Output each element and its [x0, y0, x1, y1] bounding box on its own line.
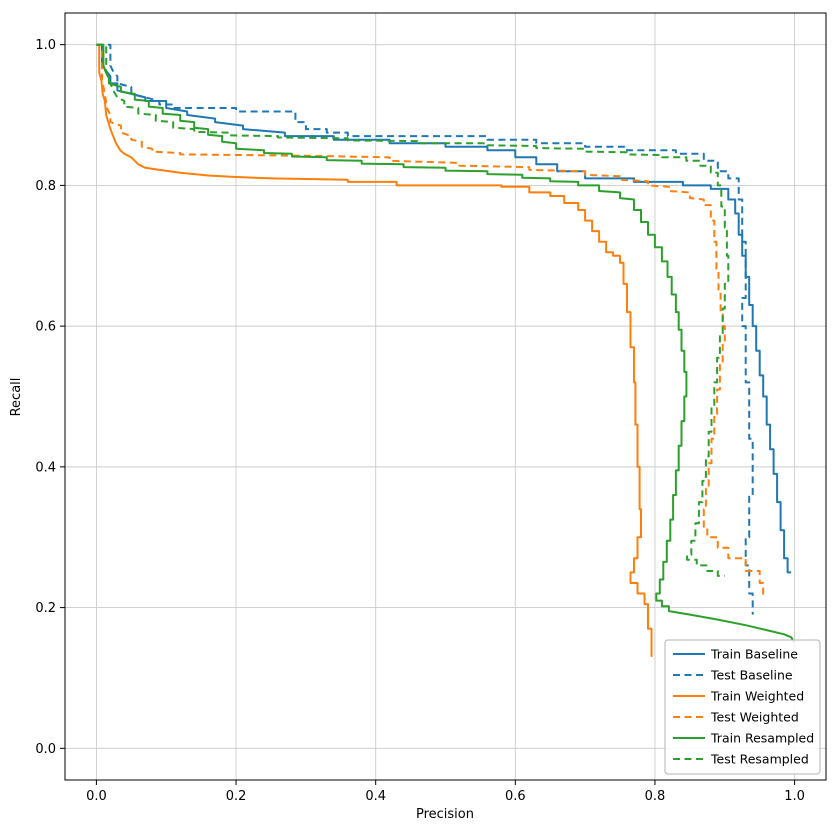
y-tick-label: 1.0: [35, 38, 56, 53]
legend-label: Train Resampled: [710, 731, 814, 746]
legend-item: Test Weighted: [673, 710, 799, 725]
y-tick-label: 0.2: [35, 601, 56, 616]
x-tick-label: 0.6: [505, 789, 526, 804]
series-lines: [96, 43, 796, 657]
legend-item: Train Weighted: [673, 689, 804, 704]
legend-item: Train Baseline: [673, 647, 798, 662]
y-axis-label: Recall: [9, 378, 24, 417]
legend-label: Test Baseline: [710, 668, 793, 683]
x-tick-label: 0.4: [365, 789, 386, 804]
legend-label: Test Resampled: [710, 752, 809, 767]
legend: Train Baseline Test Baseline Train Weighte…: [664, 639, 821, 775]
legend-item: Test Baseline: [673, 668, 793, 683]
y-tick-label: 0.0: [35, 742, 56, 757]
axis-ticks: 0.0 0.2 0.4 0.6 0.8 1.0 0.0 0.2 0.4 0.6 0.8 1.0: [35, 38, 805, 804]
grid: [65, 13, 826, 780]
y-tick-label: 0.8: [35, 179, 56, 194]
y-tick-label: 0.4: [35, 460, 56, 475]
series-line-test-weighted: [96, 43, 765, 597]
legend-item: Train Resampled: [673, 731, 814, 746]
legend-item: Test Resampled: [673, 752, 809, 767]
series-line-test-baseline: [96, 43, 754, 615]
x-tick-label: 0.2: [226, 789, 247, 804]
x-tick-label: 0.8: [645, 789, 666, 804]
plot-border: [64, 12, 827, 781]
y-tick-label: 0.6: [35, 320, 56, 335]
series-line-train-resampled: [96, 43, 796, 644]
x-axis-label: Precision: [416, 807, 474, 822]
series-line-train-baseline: [96, 43, 792, 574]
legend-label: Test Weighted: [710, 710, 799, 725]
legend-frame: [664, 639, 821, 775]
x-tick-label: 0.0: [86, 789, 107, 804]
series-line-train-weighted: [96, 43, 653, 657]
legend-label: Train Weighted: [710, 689, 804, 704]
series-line-test-resampled: [96, 43, 730, 577]
x-tick-label: 1.0: [784, 789, 805, 804]
legend-label: Train Baseline: [710, 647, 798, 662]
